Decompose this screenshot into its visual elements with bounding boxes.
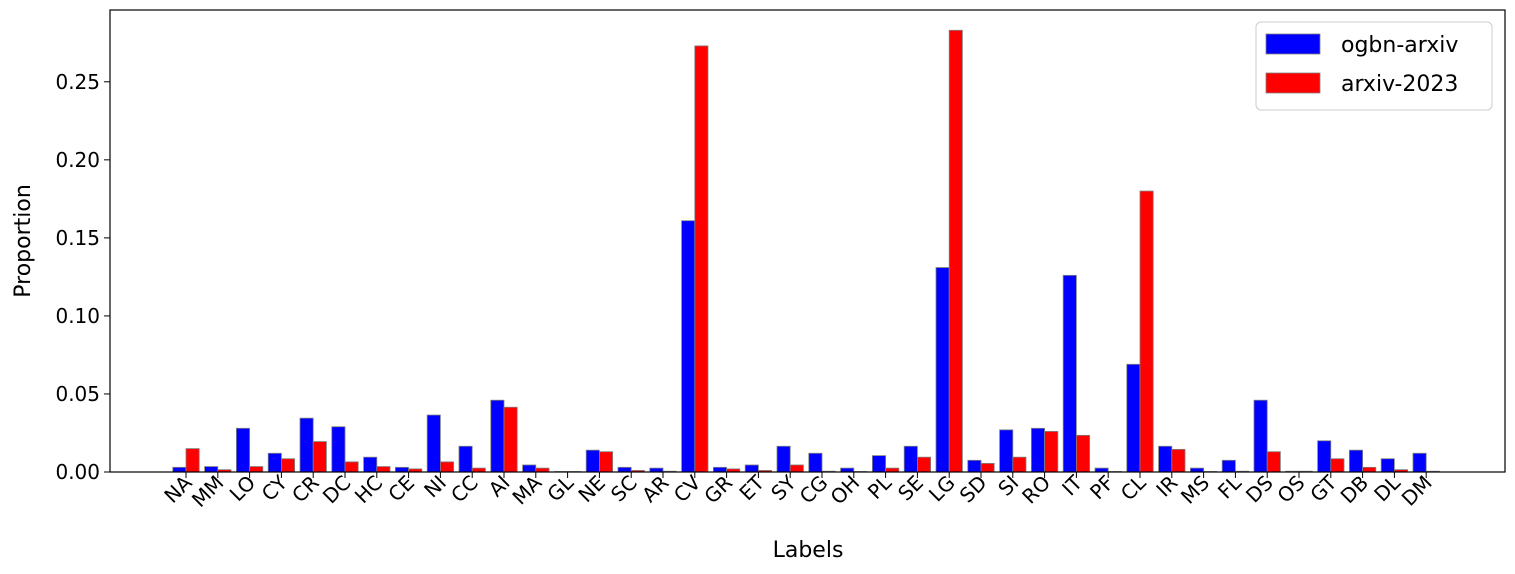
bar-ogbn-arxiv-NE: [585, 449, 600, 473]
bar-ogbn-arxiv-SD: [967, 459, 982, 473]
bar-ogbn-arxiv-FL: [1221, 459, 1236, 473]
bar-ogbn-arxiv-LG: [935, 267, 950, 473]
legend-label-ogbn-arxiv: ogbn-arxiv: [1341, 33, 1458, 58]
bar-ogbn-arxiv-PL: [872, 455, 887, 473]
bar-ogbn-arxiv-CL: [1126, 363, 1141, 473]
bar-arxiv-2023-SY: [789, 464, 804, 473]
plot-frame: [109, 9, 1506, 473]
bar-ogbn-arxiv-SE: [903, 445, 918, 473]
bar-ogbn-arxiv-CY: [267, 452, 282, 473]
bar-arxiv-2023-GT: [1330, 458, 1345, 473]
y-axis-title: Proportion: [11, 184, 36, 298]
bar-arxiv-2023-AI: [503, 406, 518, 473]
bar-ogbn-arxiv-SY: [776, 445, 791, 473]
bar-arxiv-2023-LO: [249, 466, 264, 473]
y-tick-label: 0.00: [55, 460, 100, 484]
bar-arxiv-2023-SE: [917, 456, 932, 473]
bar-arxiv-2023-CL: [1139, 190, 1154, 473]
bar-ogbn-arxiv-CC: [458, 445, 473, 473]
bar-arxiv-2023-HC: [376, 466, 391, 473]
bar-ogbn-arxiv-CR: [299, 417, 314, 473]
bar-ogbn-arxiv-AI: [490, 399, 505, 473]
bar-arxiv-2023-CV: [694, 45, 709, 473]
bar-ogbn-arxiv-LO: [235, 427, 250, 473]
y-axis: 0.00 0.05 0.10 0.15 0.20 0.25: [55, 70, 110, 484]
bar-arxiv-2023-LG: [948, 29, 963, 473]
bars-layer: [172, 29, 1440, 473]
legend-swatch-arxiv-2023: [1265, 72, 1321, 94]
y-tick-label: 0.20: [55, 148, 100, 172]
bar-arxiv-2023-IT: [1076, 434, 1091, 473]
legend-swatch-ogbn-arxiv: [1265, 33, 1321, 55]
bar-arxiv-2023-NE: [599, 451, 614, 473]
bar-arxiv-2023-NA: [185, 448, 200, 473]
bar-ogbn-arxiv-CG: [808, 452, 823, 473]
bar-ogbn-arxiv-IR: [1158, 445, 1173, 473]
bar-ogbn-arxiv-GT: [1317, 440, 1332, 473]
y-tick-label: 0.25: [55, 70, 100, 94]
y-tick-label: 0.15: [55, 226, 100, 250]
bar-ogbn-arxiv-RO: [1031, 427, 1046, 473]
bar-arxiv-2023-DS: [1266, 451, 1281, 473]
bar-arxiv-2023-CR: [312, 441, 327, 473]
bar-ogbn-arxiv-DB: [1349, 449, 1364, 473]
bar-ogbn-arxiv-HC: [363, 456, 378, 473]
legend-label-arxiv-2023: arxiv-2023: [1341, 72, 1458, 97]
bar-ogbn-arxiv-DM: [1412, 452, 1427, 473]
bar-ogbn-arxiv-SI: [999, 429, 1014, 473]
bar-arxiv-2023-DC: [344, 461, 359, 473]
bar-ogbn-arxiv-CV: [681, 220, 696, 473]
x-axis-title: Labels: [773, 538, 844, 563]
bar-arxiv-2023-DB: [1362, 466, 1377, 473]
bar-arxiv-2023-SD: [980, 463, 995, 473]
bar-ogbn-arxiv-NI: [426, 414, 441, 473]
bar-ogbn-arxiv-DC: [331, 426, 346, 473]
bar-arxiv-2023-IR: [1171, 448, 1186, 473]
legend: ogbn-arxiv arxiv-2023: [1255, 21, 1493, 111]
bar-arxiv-2023-NI: [439, 461, 454, 473]
bar-ogbn-arxiv-DS: [1253, 399, 1268, 473]
bar-arxiv-2023-RO: [1044, 431, 1059, 473]
y-tick-label: 0.10: [55, 304, 100, 328]
bar-ogbn-arxiv-DL: [1380, 458, 1395, 473]
bar-arxiv-2023-CY: [280, 458, 295, 473]
y-tick-label: 0.05: [55, 382, 100, 406]
bar-arxiv-2023-SI: [1012, 456, 1027, 473]
bar-ogbn-arxiv-IT: [1062, 274, 1077, 473]
